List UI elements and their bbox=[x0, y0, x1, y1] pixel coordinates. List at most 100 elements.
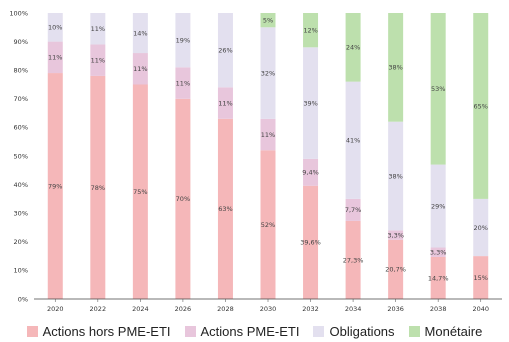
data-label: 20,7% bbox=[385, 266, 406, 274]
legend-swatch bbox=[184, 326, 196, 337]
bar-segment bbox=[388, 230, 404, 240]
bar-segment bbox=[175, 98, 191, 299]
bar-segment bbox=[260, 13, 276, 28]
bar-segment bbox=[430, 256, 446, 299]
legend-item-actions-hors-pme-eti: Actions hors PME-ETI bbox=[26, 324, 171, 339]
bar-segment bbox=[473, 256, 489, 299]
bar-segment bbox=[217, 118, 233, 299]
data-label: 63% bbox=[218, 205, 232, 213]
y-tick-label: 60% bbox=[14, 124, 28, 132]
data-label: 11% bbox=[91, 25, 105, 33]
data-label: 70% bbox=[176, 195, 190, 203]
bar-segment bbox=[47, 13, 63, 42]
legend-item-obligations: Obligations bbox=[313, 324, 395, 339]
bar-segment bbox=[430, 13, 446, 165]
bar-segment bbox=[345, 81, 361, 199]
bar-segment bbox=[260, 150, 276, 299]
data-label: 10% bbox=[48, 24, 62, 32]
y-tick-label: 70% bbox=[14, 95, 28, 103]
y-tick-label: 80% bbox=[14, 67, 28, 75]
legend-item-monetaire: Monétaire bbox=[408, 324, 483, 339]
data-label: 39% bbox=[303, 99, 317, 107]
data-label: 11% bbox=[176, 79, 190, 87]
bar-segment bbox=[217, 13, 233, 88]
bar-segment bbox=[175, 67, 191, 99]
data-label: 65% bbox=[474, 102, 488, 110]
data-label: 11% bbox=[218, 99, 232, 107]
data-label: 11% bbox=[91, 56, 105, 64]
bar-segment bbox=[90, 75, 106, 299]
bar-segment bbox=[132, 53, 148, 85]
data-label: 15% bbox=[474, 274, 488, 282]
bar-segment bbox=[217, 87, 233, 119]
bar-segment bbox=[175, 13, 191, 68]
data-label: 12% bbox=[303, 26, 317, 34]
bar-segment bbox=[388, 13, 404, 122]
data-label: 11% bbox=[48, 54, 62, 62]
data-label: 38% bbox=[388, 64, 402, 72]
bar-segment bbox=[90, 44, 106, 76]
x-tick-label: 2020 bbox=[47, 305, 64, 313]
x-tick-label: 2032 bbox=[302, 305, 319, 313]
legend-label: Actions hors PME-ETI bbox=[42, 324, 171, 339]
stacked-bar-chart: 0% 10% 20% 30% 40% 50% 60% 70% 80% 90% 100% 79% 11% 1… bbox=[9, 9, 502, 313]
bar-segment bbox=[430, 164, 446, 248]
bar-segment bbox=[47, 41, 63, 74]
data-label: 26% bbox=[218, 46, 232, 54]
bar-segment bbox=[473, 198, 489, 257]
bar-segment bbox=[260, 27, 276, 119]
y-tick-label: 90% bbox=[14, 38, 28, 46]
x-tick-label: 2040 bbox=[472, 305, 489, 313]
bar-segment bbox=[345, 13, 361, 82]
data-label: 27,3% bbox=[343, 256, 364, 264]
y-tick-label: 40% bbox=[14, 181, 28, 189]
data-label: 29% bbox=[431, 202, 445, 210]
data-label: 7,7% bbox=[345, 206, 362, 214]
bar-segment bbox=[132, 84, 148, 299]
bar-segment bbox=[388, 121, 404, 231]
data-label: 52% bbox=[261, 221, 275, 229]
y-tick-label: 30% bbox=[14, 210, 28, 218]
data-label: 53% bbox=[431, 85, 445, 93]
data-label: 11% bbox=[261, 131, 275, 139]
y-tick-label: 10% bbox=[14, 267, 28, 275]
data-label: 78% bbox=[91, 184, 105, 192]
data-label: 79% bbox=[48, 182, 62, 190]
x-tick-label: 2036 bbox=[387, 305, 404, 313]
x-tick-label: 2024 bbox=[132, 305, 149, 313]
legend: Actions hors PME-ETI Actions PME-ETI Obl… bbox=[0, 324, 509, 339]
data-label: 11% bbox=[133, 65, 147, 73]
bar-segment bbox=[345, 198, 361, 221]
data-label: 19% bbox=[176, 36, 190, 44]
data-label: 14,7% bbox=[428, 274, 449, 282]
y-tick-label: 0% bbox=[18, 295, 28, 303]
bar-segment bbox=[303, 185, 319, 299]
legend-item-actions-pme-eti: Actions PME-ETI bbox=[184, 324, 300, 339]
bar-segment bbox=[388, 239, 404, 299]
y-tick-label: 50% bbox=[14, 152, 28, 160]
bar-segment bbox=[430, 247, 446, 257]
x-tick-label: 2038 bbox=[430, 305, 447, 313]
data-label: 3,3% bbox=[387, 231, 404, 239]
data-label: 5% bbox=[263, 16, 273, 24]
legend-swatch bbox=[26, 326, 38, 337]
data-label: 14% bbox=[133, 29, 147, 37]
bar-segment bbox=[260, 118, 276, 151]
bar-segment bbox=[303, 47, 319, 159]
data-label: 9,4% bbox=[302, 169, 319, 177]
data-label: 3,3% bbox=[430, 249, 447, 257]
legend-label: Actions PME-ETI bbox=[200, 324, 300, 339]
y-tick-label: 100% bbox=[9, 9, 28, 17]
data-label: 41% bbox=[346, 137, 360, 145]
data-label: 20% bbox=[474, 224, 488, 232]
legend-label: Monétaire bbox=[424, 324, 483, 339]
data-label: 75% bbox=[133, 188, 147, 196]
bar-segment bbox=[90, 13, 106, 45]
bar-segment bbox=[303, 13, 319, 48]
bar-segment bbox=[132, 13, 148, 54]
bar-segment bbox=[473, 13, 489, 199]
data-label: 32% bbox=[261, 69, 275, 77]
x-tick-label: 2026 bbox=[175, 305, 192, 313]
x-tick-label: 2034 bbox=[345, 305, 362, 313]
bar-segment bbox=[345, 220, 361, 299]
